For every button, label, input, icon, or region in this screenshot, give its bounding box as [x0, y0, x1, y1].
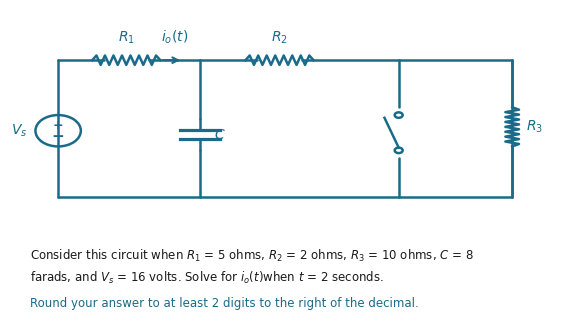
- Text: $i_o(t)$: $i_o(t)$: [161, 29, 188, 46]
- Text: $R_3$: $R_3$: [526, 119, 543, 135]
- Text: +: +: [53, 119, 64, 132]
- Text: farads, and $V_s$ = 16 volts. Solve for $i_o(t)$when $t$ = 2 seconds.: farads, and $V_s$ = 16 volts. Solve for …: [30, 270, 384, 286]
- Text: $V_s$: $V_s$: [11, 123, 27, 139]
- Text: $R_2$: $R_2$: [271, 30, 288, 46]
- Text: $C$: $C$: [214, 128, 226, 142]
- Text: Round your answer to at least 2 digits to the right of the decimal.: Round your answer to at least 2 digits t…: [30, 297, 419, 310]
- Text: $R_1$: $R_1$: [118, 30, 135, 46]
- Text: Consider this circuit when $R_1$ = 5 ohms, $R_2$ = 2 ohms, $R_3$ = 10 ohms, $C$ : Consider this circuit when $R_1$ = 5 ohm…: [30, 248, 474, 264]
- Text: −: −: [52, 129, 64, 144]
